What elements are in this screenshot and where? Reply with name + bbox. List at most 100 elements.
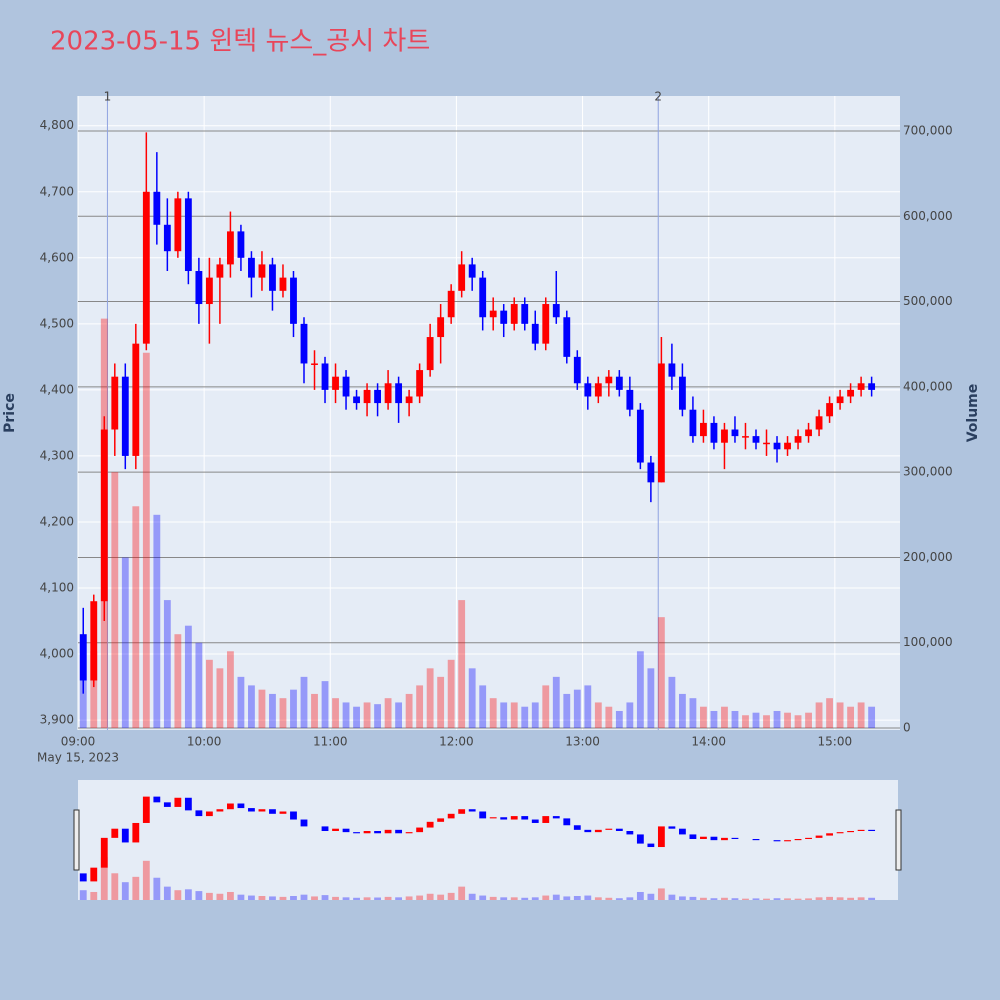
volume-bar [290, 689, 297, 729]
volume-bar [752, 712, 760, 729]
range-handle-left[interactable] [73, 809, 80, 871]
mini-volume-bar [552, 894, 560, 900]
candle-body [447, 290, 455, 318]
candle-body [416, 370, 424, 397]
candle-body [784, 442, 791, 450]
candle-body [773, 442, 781, 450]
y-tick-label: 4,800 [40, 118, 74, 132]
x-tick-label: 13:00 [565, 735, 600, 749]
volume-bar [657, 617, 665, 729]
mini-volume-bar [458, 886, 466, 900]
mini-volume-bar [815, 897, 823, 900]
candle-body [100, 429, 108, 602]
candle-body [121, 376, 129, 456]
mini-volume-bar [426, 893, 434, 900]
mini-volume-bar [90, 891, 98, 900]
candle-body [731, 429, 739, 437]
volume-bar [489, 698, 497, 729]
candle-body [647, 462, 655, 483]
candle-body [605, 376, 613, 384]
volume-bar [90, 651, 98, 729]
volume-bar [121, 557, 129, 729]
volume-bar [636, 651, 644, 729]
x-tick-label: 11:00 [313, 735, 348, 749]
mini-volume-bar [615, 898, 623, 900]
y-tick-label: 4,100 [40, 581, 74, 595]
candle-body [500, 310, 508, 324]
volume-bar [847, 706, 855, 729]
volume-bar [773, 710, 781, 729]
candle-body [857, 383, 865, 390]
mini-volume-bar [300, 894, 308, 900]
candle-body [615, 376, 623, 390]
x-tick-label: 12:00 [439, 735, 474, 749]
candle-body [721, 429, 728, 443]
date-label: May 15, 2023 [37, 751, 119, 765]
mini-volume-bar [363, 897, 371, 900]
mini-volume-bar [311, 896, 318, 900]
candle-body [290, 277, 297, 324]
range-slider[interactable] [78, 780, 898, 900]
volume-bar [521, 706, 529, 729]
candle-body [437, 317, 445, 338]
candle-body [384, 383, 392, 404]
candle-body [142, 191, 150, 344]
mini-volume-bar [111, 873, 119, 900]
candle-body [794, 436, 802, 443]
mini-volume-bar [563, 896, 571, 900]
mini-volume-bar [342, 897, 350, 900]
volume-bar [552, 676, 560, 729]
volume-bar [668, 676, 676, 729]
candle-body [363, 389, 371, 404]
candle-body [342, 376, 350, 397]
mini-volume-bar [174, 890, 182, 900]
mini-volume-bar [805, 898, 812, 900]
mini-volume-bar [636, 891, 644, 900]
candle-body [752, 436, 760, 443]
mini-volume-bar [678, 896, 686, 900]
volume-bar [710, 710, 718, 729]
mini-volume-bar [584, 895, 592, 900]
mini-volume-bar [384, 896, 392, 900]
volume-bar [384, 698, 392, 729]
mini-volume-bar [258, 895, 266, 900]
candle-body [184, 198, 192, 272]
candle-body [111, 376, 119, 430]
y-tick-label: 4,300 [40, 448, 74, 462]
candle-body [237, 231, 245, 258]
candle-body [573, 356, 581, 384]
candle-body [216, 264, 224, 278]
candle-body [594, 383, 602, 397]
candle-body [815, 416, 823, 430]
mini-volume-bar [500, 897, 508, 900]
volume-bar [437, 676, 445, 729]
candle-body [626, 389, 634, 410]
mini-volume-bar [437, 894, 445, 900]
y2-tick-label: 300,000 [903, 465, 953, 479]
y-tick-label: 4,700 [40, 184, 74, 198]
candle-body [710, 422, 718, 443]
range-handle-right[interactable] [895, 809, 902, 871]
volume-bar [332, 698, 339, 729]
candle-body [868, 383, 876, 390]
candle-body [468, 264, 476, 278]
mini-volume-bar [132, 876, 140, 900]
mini-volume-bar [279, 896, 287, 900]
candle-body [195, 271, 203, 305]
mini-volume-bar [689, 896, 697, 900]
candle-body [510, 304, 518, 324]
mini-volume-bar [163, 886, 171, 900]
candle-body [90, 601, 98, 681]
x-tick-label: 09:00 [61, 735, 96, 749]
mini-volume-bar [521, 897, 529, 900]
mini-volume-bar [405, 896, 413, 900]
candle-body [153, 191, 161, 225]
mini-volume-bar [657, 888, 665, 900]
y-tick-label: 4,600 [40, 250, 74, 264]
mini-volume-bar [721, 897, 728, 900]
mini-volume-bar [321, 895, 329, 900]
candle-body [132, 343, 140, 456]
volume-bar [363, 702, 371, 729]
volume-bar [594, 702, 602, 729]
volume-bar [500, 702, 508, 729]
